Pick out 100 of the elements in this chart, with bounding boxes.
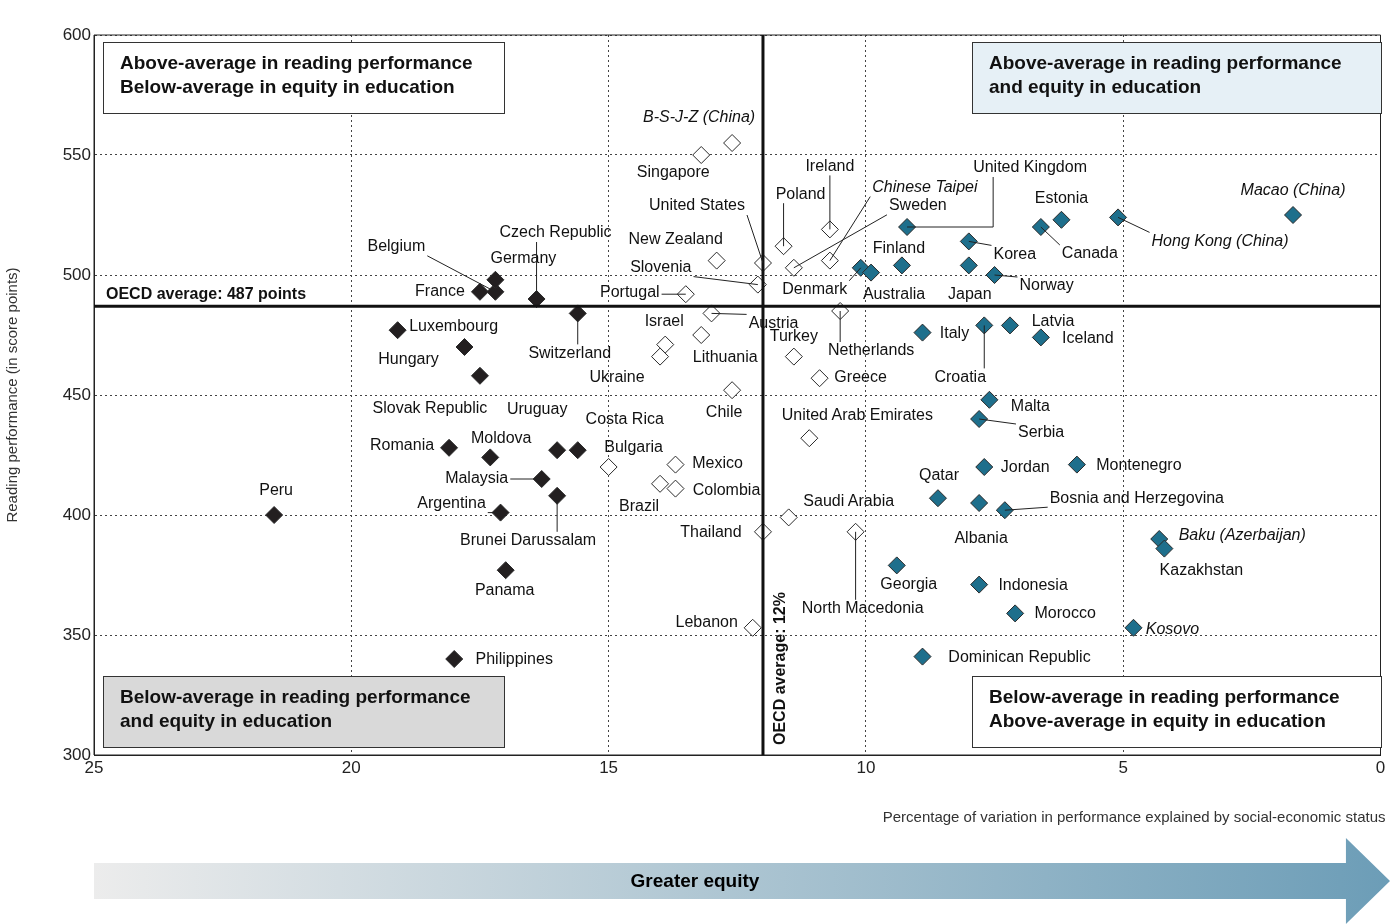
- y-tick-label: 450: [62, 384, 91, 404]
- y-tick-label: 400: [62, 504, 91, 524]
- annotation: Lithuania: [692, 348, 758, 366]
- point: [723, 381, 742, 400]
- point: [491, 503, 510, 522]
- point: [440, 438, 459, 457]
- point: [1052, 210, 1071, 229]
- point: [1109, 208, 1128, 227]
- annotation: Japan: [948, 284, 992, 302]
- point: [800, 429, 819, 448]
- annotation: Mexico: [692, 454, 743, 472]
- y-tick-label: 500: [62, 264, 91, 284]
- x-tick-label: 20: [341, 757, 361, 777]
- point: [388, 321, 407, 340]
- y-tick-label: 350: [62, 624, 91, 644]
- annotation: Thailand: [680, 523, 742, 541]
- annotation: Georgia: [880, 574, 938, 592]
- annotation: Peru: [259, 481, 294, 499]
- annotation: Below-average in reading performance Above-average in equity in education: [972, 676, 1382, 748]
- annotation: Greece: [834, 367, 887, 385]
- annotation: Luxembourg: [409, 316, 499, 334]
- point: [743, 618, 762, 637]
- point: [959, 256, 978, 275]
- annotation: Australia: [862, 285, 926, 303]
- annotation: Hong Kong (China): [1151, 231, 1289, 249]
- point: [820, 251, 839, 270]
- annotation: Norway: [1019, 276, 1074, 294]
- annotation: Finland: [872, 238, 926, 256]
- annotation: Ukraine: [589, 368, 645, 386]
- point: [892, 256, 911, 275]
- annotation: Slovenia: [630, 258, 692, 276]
- point: [445, 650, 464, 668]
- point: [723, 134, 742, 152]
- point: [1124, 618, 1143, 637]
- annotation: Israel: [644, 312, 684, 330]
- point: [1031, 328, 1050, 347]
- point: [970, 410, 989, 428]
- annotation: Bosnia and Herzegovina: [1049, 488, 1225, 506]
- point: [1000, 316, 1019, 335]
- point: [995, 501, 1014, 520]
- annotation: Netherlands: [828, 341, 915, 359]
- point: [784, 258, 803, 277]
- text: Greater equity: [629, 870, 761, 892]
- point: [568, 304, 587, 323]
- x-tick-label: 5: [1118, 757, 1128, 777]
- annotation: Romania: [370, 436, 435, 454]
- y-axis-title: Reading performance (in score points): [3, 267, 21, 523]
- annotation: Ireland: [805, 156, 855, 174]
- point: [1284, 206, 1303, 224]
- point: [692, 326, 711, 344]
- annotation: Colombia: [692, 481, 761, 499]
- annotation: Philippines: [475, 650, 553, 668]
- point: [1155, 539, 1174, 558]
- point: [470, 366, 489, 385]
- annotation: Switzerland: [528, 343, 612, 361]
- point: [568, 441, 587, 460]
- annotation: Costa Rica: [585, 409, 664, 427]
- annotation: Kosovo: [1145, 620, 1200, 638]
- point: [692, 146, 711, 164]
- annotation: Jordan: [1000, 458, 1050, 476]
- point: [496, 561, 515, 580]
- point: [784, 347, 803, 366]
- annotation: Saudi Arabia: [803, 491, 895, 509]
- point: [265, 506, 284, 524]
- point: [913, 323, 932, 342]
- point: [656, 335, 675, 354]
- point: [707, 251, 726, 270]
- annotation: Moldova: [471, 428, 532, 446]
- point: [975, 316, 994, 335]
- annotation: Uruguay: [506, 399, 568, 417]
- annotation: Malta: [1010, 397, 1051, 415]
- annotation: Argentina: [417, 494, 486, 512]
- point: [1006, 604, 1025, 623]
- annotation: Kazakhstan: [1159, 561, 1244, 579]
- point: [486, 270, 505, 289]
- annotation: Albania: [954, 529, 1008, 547]
- annotation: Baku (Azerbaijan): [1178, 526, 1306, 544]
- x-tick-label: 15: [599, 757, 619, 777]
- annotation: Canada: [1061, 244, 1118, 262]
- annotation: Bulgaria: [604, 438, 664, 456]
- annotation: Serbia: [1017, 423, 1065, 441]
- x-axis-title: Percentage of variation in performance explained by social-economic status: [882, 808, 1386, 826]
- annotation: Poland: [775, 184, 826, 202]
- point: [975, 458, 994, 476]
- annotation: Chinese Taipei: [872, 178, 978, 196]
- annotation: Above-average in reading performance and equity in education: [972, 42, 1382, 114]
- point: [481, 448, 500, 467]
- point: [651, 347, 670, 366]
- point: [887, 556, 906, 575]
- annotation: Latvia: [1031, 311, 1075, 329]
- annotation: Brazil: [619, 497, 660, 515]
- annotation: Hungary: [378, 350, 439, 368]
- annotation: B-S-J-Z (China): [643, 108, 756, 126]
- annotation: Estonia: [1034, 189, 1089, 207]
- annotation: Panama: [474, 580, 535, 598]
- annotation: France: [415, 282, 465, 300]
- point: [599, 458, 618, 476]
- point: [548, 441, 567, 460]
- annotation: Dominican Republic: [948, 648, 1091, 666]
- point: [774, 237, 793, 256]
